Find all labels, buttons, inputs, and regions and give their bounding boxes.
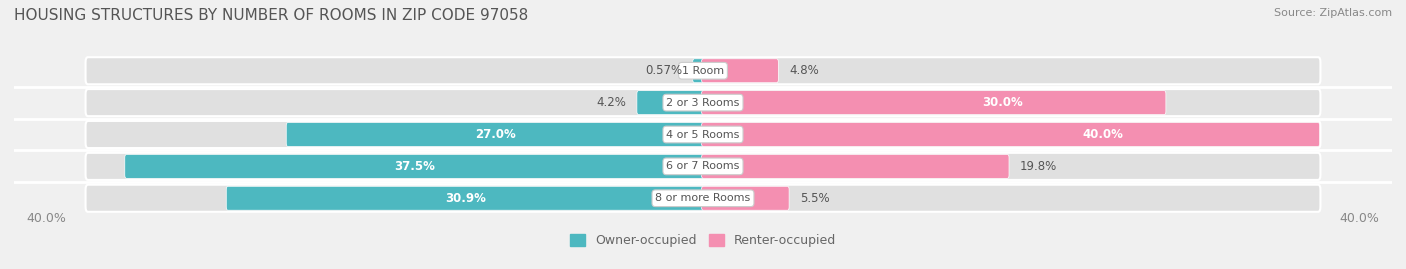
- Text: 37.5%: 37.5%: [394, 160, 434, 173]
- Text: 40.0%: 40.0%: [1083, 128, 1123, 141]
- Text: 2 or 3 Rooms: 2 or 3 Rooms: [666, 98, 740, 108]
- FancyBboxPatch shape: [702, 186, 789, 210]
- FancyBboxPatch shape: [86, 121, 1320, 148]
- Text: 4.8%: 4.8%: [789, 64, 818, 77]
- FancyBboxPatch shape: [226, 186, 704, 210]
- Text: 1 Room: 1 Room: [682, 66, 724, 76]
- FancyBboxPatch shape: [702, 123, 1320, 146]
- Text: 4 or 5 Rooms: 4 or 5 Rooms: [666, 129, 740, 140]
- Text: 27.0%: 27.0%: [475, 128, 516, 141]
- FancyBboxPatch shape: [702, 154, 1010, 178]
- FancyBboxPatch shape: [86, 185, 1320, 212]
- FancyBboxPatch shape: [125, 154, 704, 178]
- FancyBboxPatch shape: [693, 59, 704, 83]
- FancyBboxPatch shape: [287, 123, 704, 146]
- Text: 19.8%: 19.8%: [1019, 160, 1057, 173]
- Text: Source: ZipAtlas.com: Source: ZipAtlas.com: [1274, 8, 1392, 18]
- Text: 30.9%: 30.9%: [444, 192, 486, 205]
- Text: 8 or more Rooms: 8 or more Rooms: [655, 193, 751, 203]
- FancyBboxPatch shape: [86, 57, 1320, 84]
- FancyBboxPatch shape: [86, 89, 1320, 116]
- Text: 4.2%: 4.2%: [596, 96, 626, 109]
- FancyBboxPatch shape: [702, 91, 1166, 115]
- FancyBboxPatch shape: [86, 153, 1320, 180]
- Text: 5.5%: 5.5%: [800, 192, 830, 205]
- Text: 40.0%: 40.0%: [27, 211, 66, 225]
- Legend: Owner-occupied, Renter-occupied: Owner-occupied, Renter-occupied: [565, 229, 841, 252]
- Text: 30.0%: 30.0%: [983, 96, 1024, 109]
- FancyBboxPatch shape: [702, 59, 779, 83]
- Text: HOUSING STRUCTURES BY NUMBER OF ROOMS IN ZIP CODE 97058: HOUSING STRUCTURES BY NUMBER OF ROOMS IN…: [14, 8, 529, 23]
- Text: 0.57%: 0.57%: [645, 64, 682, 77]
- Text: 40.0%: 40.0%: [1340, 211, 1379, 225]
- Text: 6 or 7 Rooms: 6 or 7 Rooms: [666, 161, 740, 171]
- FancyBboxPatch shape: [637, 91, 704, 115]
